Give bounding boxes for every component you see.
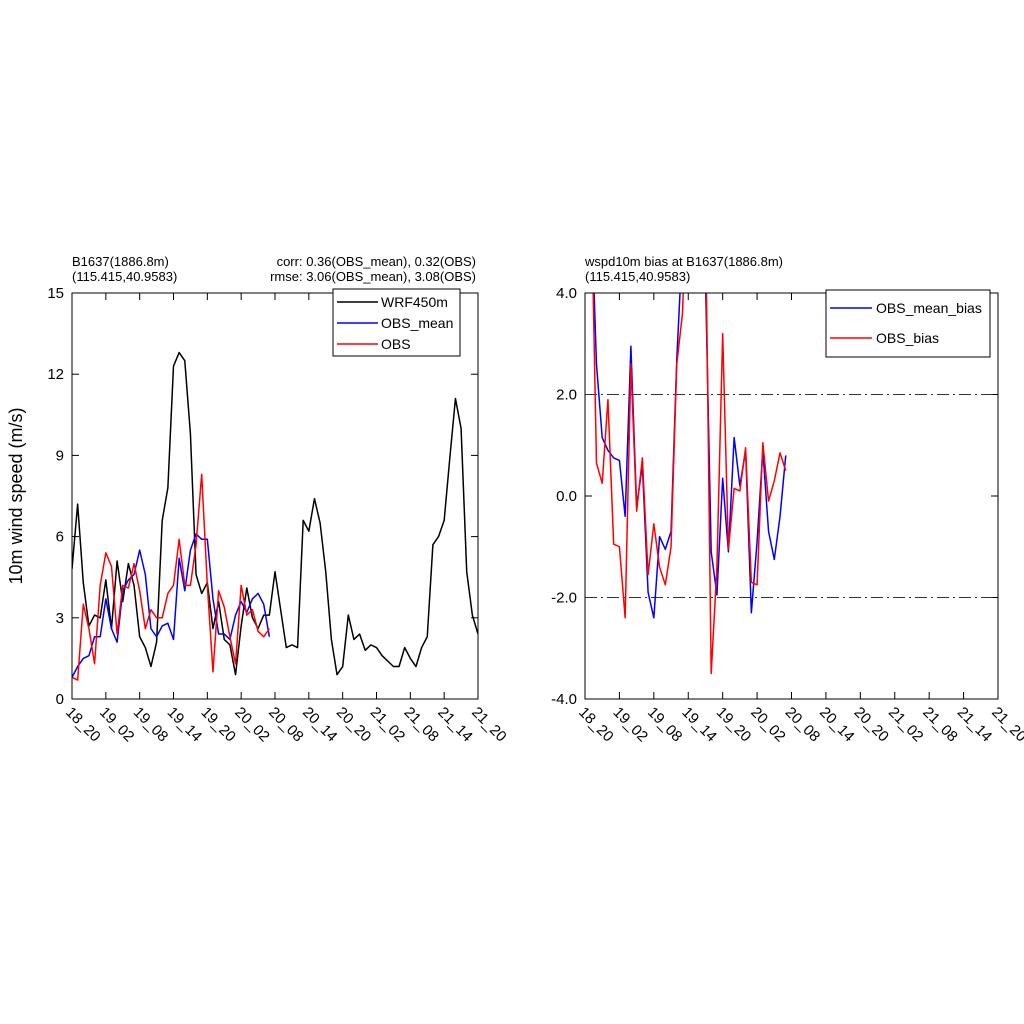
chart-title: B1637(1886.8m) [72, 254, 169, 269]
x-tick-label: 20_20 [851, 704, 893, 746]
x-tick-label: 21_14 [954, 704, 996, 746]
y-tick-label: 9 [56, 447, 64, 464]
chart-title: wspd10m bias at B1637(1886.8m) [584, 254, 783, 269]
y-tick-label: 2.0 [556, 387, 577, 404]
x-tick-label: 20_14 [816, 704, 858, 746]
y-tick-label: 6 [56, 529, 64, 546]
stats-annotation: corr: 0.36(OBS_mean), 0.32(OBS) [277, 254, 476, 269]
legend-label: OBS [381, 336, 411, 352]
y-axis-label: 10m wind speed (m/s) [6, 407, 26, 584]
plot-frame [71, 292, 479, 700]
y-tick-label: 4.0 [556, 285, 577, 302]
x-tick-label: 19_08 [130, 704, 172, 746]
x-tick-label: 18_20 [62, 704, 104, 746]
x-tick-label: 21_02 [885, 704, 927, 746]
series-line [585, 293, 787, 619]
stats-annotation: rmse: 3.06(OBS_mean), 3.08(OBS) [270, 269, 476, 284]
plot-area [585, 293, 787, 675]
legend-label: OBS_bias [876, 330, 939, 346]
series-line [72, 351, 478, 676]
legend-label: OBS_mean_bias [876, 300, 982, 316]
x-tick-label: 21_20 [988, 704, 1024, 746]
y-tick-label: -2.0 [551, 590, 577, 607]
legend-label: OBS_mean [381, 315, 453, 331]
legend-box [825, 289, 991, 358]
x-tick-label: 19_14 [164, 704, 206, 746]
x-tick-label: 21_08 [919, 704, 961, 746]
y-tick-label: 0 [56, 691, 64, 708]
y-tick-label: 12 [47, 366, 64, 383]
x-tick-label: 20_08 [265, 704, 307, 746]
series-line [72, 533, 271, 678]
y-tick-label: 0.0 [556, 488, 577, 505]
x-tick-label: 19_02 [610, 704, 652, 746]
x-tick-label: 20_08 [782, 704, 824, 746]
x-tick-label: 19_02 [96, 704, 138, 746]
x-tick-label: 18_20 [575, 704, 617, 746]
x-tick-label: 21_14 [434, 704, 476, 746]
legend-label: WRF450m [381, 294, 448, 310]
plot-area [72, 351, 478, 681]
series-line [585, 293, 787, 675]
x-tick-label: 21_20 [468, 704, 510, 746]
plot-frame [584, 292, 999, 700]
x-tick-label: 19_20 [198, 704, 240, 746]
y-tick-label: 3 [56, 610, 64, 627]
x-tick-label: 19_20 [713, 704, 755, 746]
x-tick-label: 19_08 [644, 704, 686, 746]
x-tick-label: 21_08 [401, 704, 443, 746]
x-tick-label: 20_02 [231, 704, 273, 746]
y-tick-label: 15 [47, 285, 64, 302]
series-line [72, 473, 270, 681]
x-tick-label: 20_20 [333, 704, 375, 746]
x-tick-label: 20_14 [299, 704, 341, 746]
x-tick-label: 21_02 [367, 704, 409, 746]
y-tick-label: -4.0 [551, 691, 577, 708]
x-tick-label: 20_02 [747, 704, 789, 746]
x-tick-label: 19_14 [678, 704, 720, 746]
chart-title: (115.415,40.9583) [72, 269, 177, 284]
chart-title: (115.415,40.9583) [585, 269, 690, 284]
